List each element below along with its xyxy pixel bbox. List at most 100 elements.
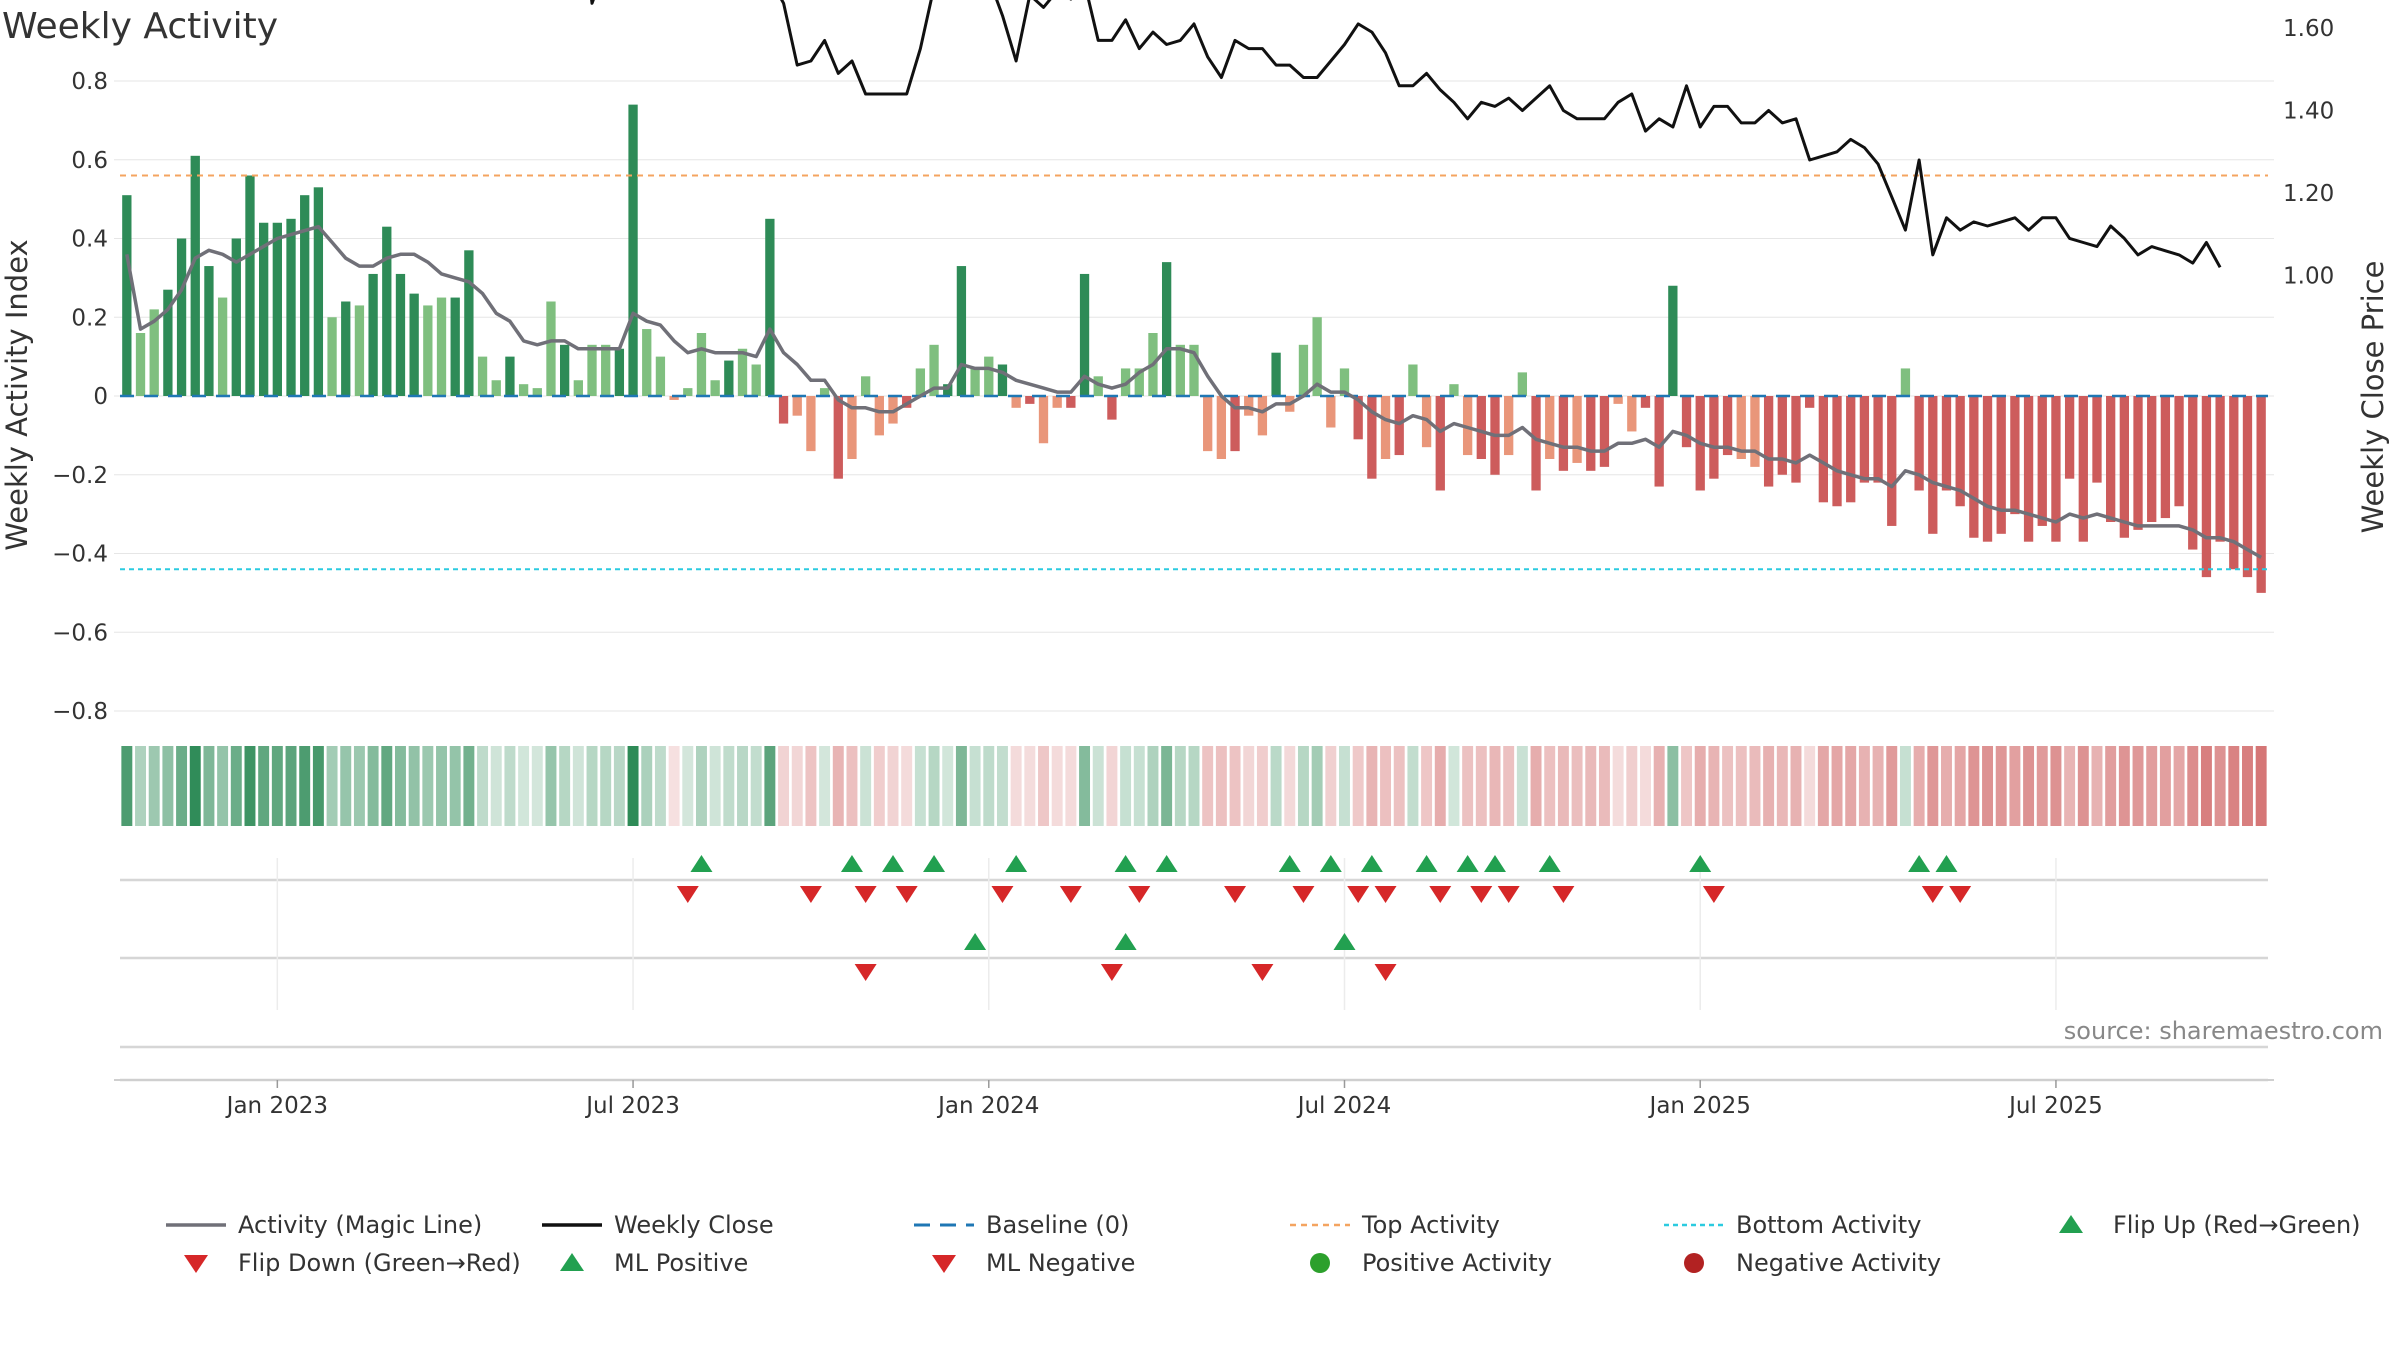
- heat-cell: [955, 746, 967, 826]
- heat-cell: [572, 746, 584, 826]
- activity-bar: [436, 297, 447, 396]
- series-lines: [125, 0, 2263, 559]
- activity-bar: [1545, 396, 1555, 459]
- legend-label: Flip Down (Green→Red): [238, 1249, 521, 1277]
- heat-cell: [1393, 746, 1405, 826]
- flip-down-marker: [1374, 886, 1397, 903]
- activity-bar: [943, 384, 953, 396]
- activity-bar: [2092, 396, 2102, 483]
- activity-bar: [204, 266, 214, 396]
- activity-bar: [1107, 396, 1117, 420]
- heat-cell: [1954, 746, 1966, 826]
- heat-cell: [1708, 746, 1720, 826]
- activity-bar: [1230, 396, 1240, 452]
- activity-bar: [505, 356, 515, 396]
- heat-cell: [2242, 746, 2253, 826]
- activity-bar: [778, 396, 789, 424]
- heat-cell: [1995, 746, 2007, 826]
- heat-cell: [709, 746, 721, 826]
- x-axis: Jan 2023 Jul 2023 Jan 2024 Jul 2024 Jan 2025…: [114, 1079, 2274, 1119]
- heat-cell: [2159, 746, 2171, 826]
- heat-cell: [2036, 746, 2048, 826]
- flip-up-marker: [1005, 855, 1028, 872]
- activity-bar: [1531, 396, 1541, 491]
- legend-swatch-down: [184, 1255, 208, 1273]
- ml-positive-marker: [1114, 933, 1137, 950]
- activity-bar: [1668, 285, 1678, 396]
- left-tick-label: 0.2: [71, 305, 108, 331]
- heat-cell: [1297, 746, 1309, 826]
- activity-bar: [1599, 396, 1610, 467]
- heat-cell: [2105, 746, 2117, 826]
- heat-cell: [969, 746, 981, 826]
- activity-bar: [1134, 368, 1144, 396]
- heat-cell: [1215, 746, 1227, 826]
- activity-bar: [1408, 364, 1418, 396]
- heat-cell: [1968, 746, 1980, 826]
- activity-bar: [1093, 376, 1103, 396]
- heat-cell: [1872, 746, 1884, 826]
- x-tick-label: Jan 2023: [225, 1093, 328, 1119]
- heat-cell: [1516, 746, 1528, 826]
- flip-down-marker: [854, 886, 877, 903]
- heat-cell: [504, 746, 516, 826]
- activity-bar: [1709, 396, 1719, 479]
- activity-bar: [1640, 396, 1651, 408]
- heat-cell: [1681, 746, 1693, 826]
- heat-cell: [1092, 746, 1104, 826]
- activity-bar: [1312, 317, 1322, 396]
- flip-up-marker: [1483, 855, 1506, 872]
- activity-bar: [860, 376, 871, 396]
- heat-cell: [1010, 746, 1022, 826]
- heat-cell: [449, 746, 461, 826]
- right-tick-label: 1.40: [2283, 99, 2334, 125]
- source-note: source: sharemaestro.com: [2064, 1017, 2383, 1045]
- activity-bar: [1380, 396, 1391, 459]
- heat-cell: [695, 746, 707, 826]
- heat-cell: [1133, 746, 1145, 826]
- right-axis: 2.402.202.001.801.601.401.201.00: [2283, 16, 2334, 290]
- heat-cell: [914, 746, 926, 826]
- activity-bar: [628, 104, 638, 396]
- legend-item: Flip Down (Green→Red): [184, 1249, 521, 1277]
- activity-bar: [956, 266, 967, 396]
- activity-bar: [1941, 396, 1952, 491]
- heat-cell: [381, 746, 393, 826]
- activity-bar: [1818, 396, 1829, 503]
- heat-cell: [1886, 746, 1898, 826]
- heat-cell: [1653, 746, 1665, 826]
- heat-cell: [531, 746, 543, 826]
- x-tick-label: Jul 2023: [584, 1093, 680, 1119]
- activity-bar: [135, 333, 146, 396]
- heat-cell: [1982, 746, 1994, 826]
- heat-cell: [1530, 746, 1542, 826]
- flip-up-marker: [1538, 855, 1561, 872]
- heat-cell: [299, 746, 311, 826]
- heat-cell: [600, 746, 612, 826]
- activity-bar: [2215, 396, 2225, 542]
- heat-cell: [2009, 746, 2021, 826]
- heat-cell: [1763, 746, 1775, 826]
- reference-lines: [120, 174, 2268, 571]
- activity-bar: [231, 238, 241, 396]
- heat-cell: [2132, 746, 2144, 826]
- heat-cell: [2077, 746, 2089, 826]
- heat-cell: [1229, 746, 1241, 826]
- legend-label: Flip Up (Red→Green): [2113, 1211, 2361, 1239]
- ml-positive-marker: [1333, 933, 1356, 950]
- activity-bar: [2023, 396, 2034, 542]
- activity-bar: [669, 396, 679, 400]
- activity-bar: [696, 333, 707, 396]
- activity-bar: [1257, 396, 1268, 436]
- heat-cell: [545, 746, 557, 826]
- activity-bar: [1504, 396, 1514, 456]
- x-tick-label: Jan 2024: [936, 1093, 1039, 1119]
- legend-label: Activity (Magic Line): [238, 1211, 482, 1239]
- heat-cell: [1024, 746, 1036, 826]
- magic-line: [125, 224, 2263, 559]
- activity-bar: [1271, 352, 1281, 396]
- heat-cell: [2200, 746, 2212, 826]
- heat-cell: [1161, 746, 1173, 826]
- activity-bar: [1791, 396, 1801, 483]
- flip-up-marker: [1155, 855, 1178, 872]
